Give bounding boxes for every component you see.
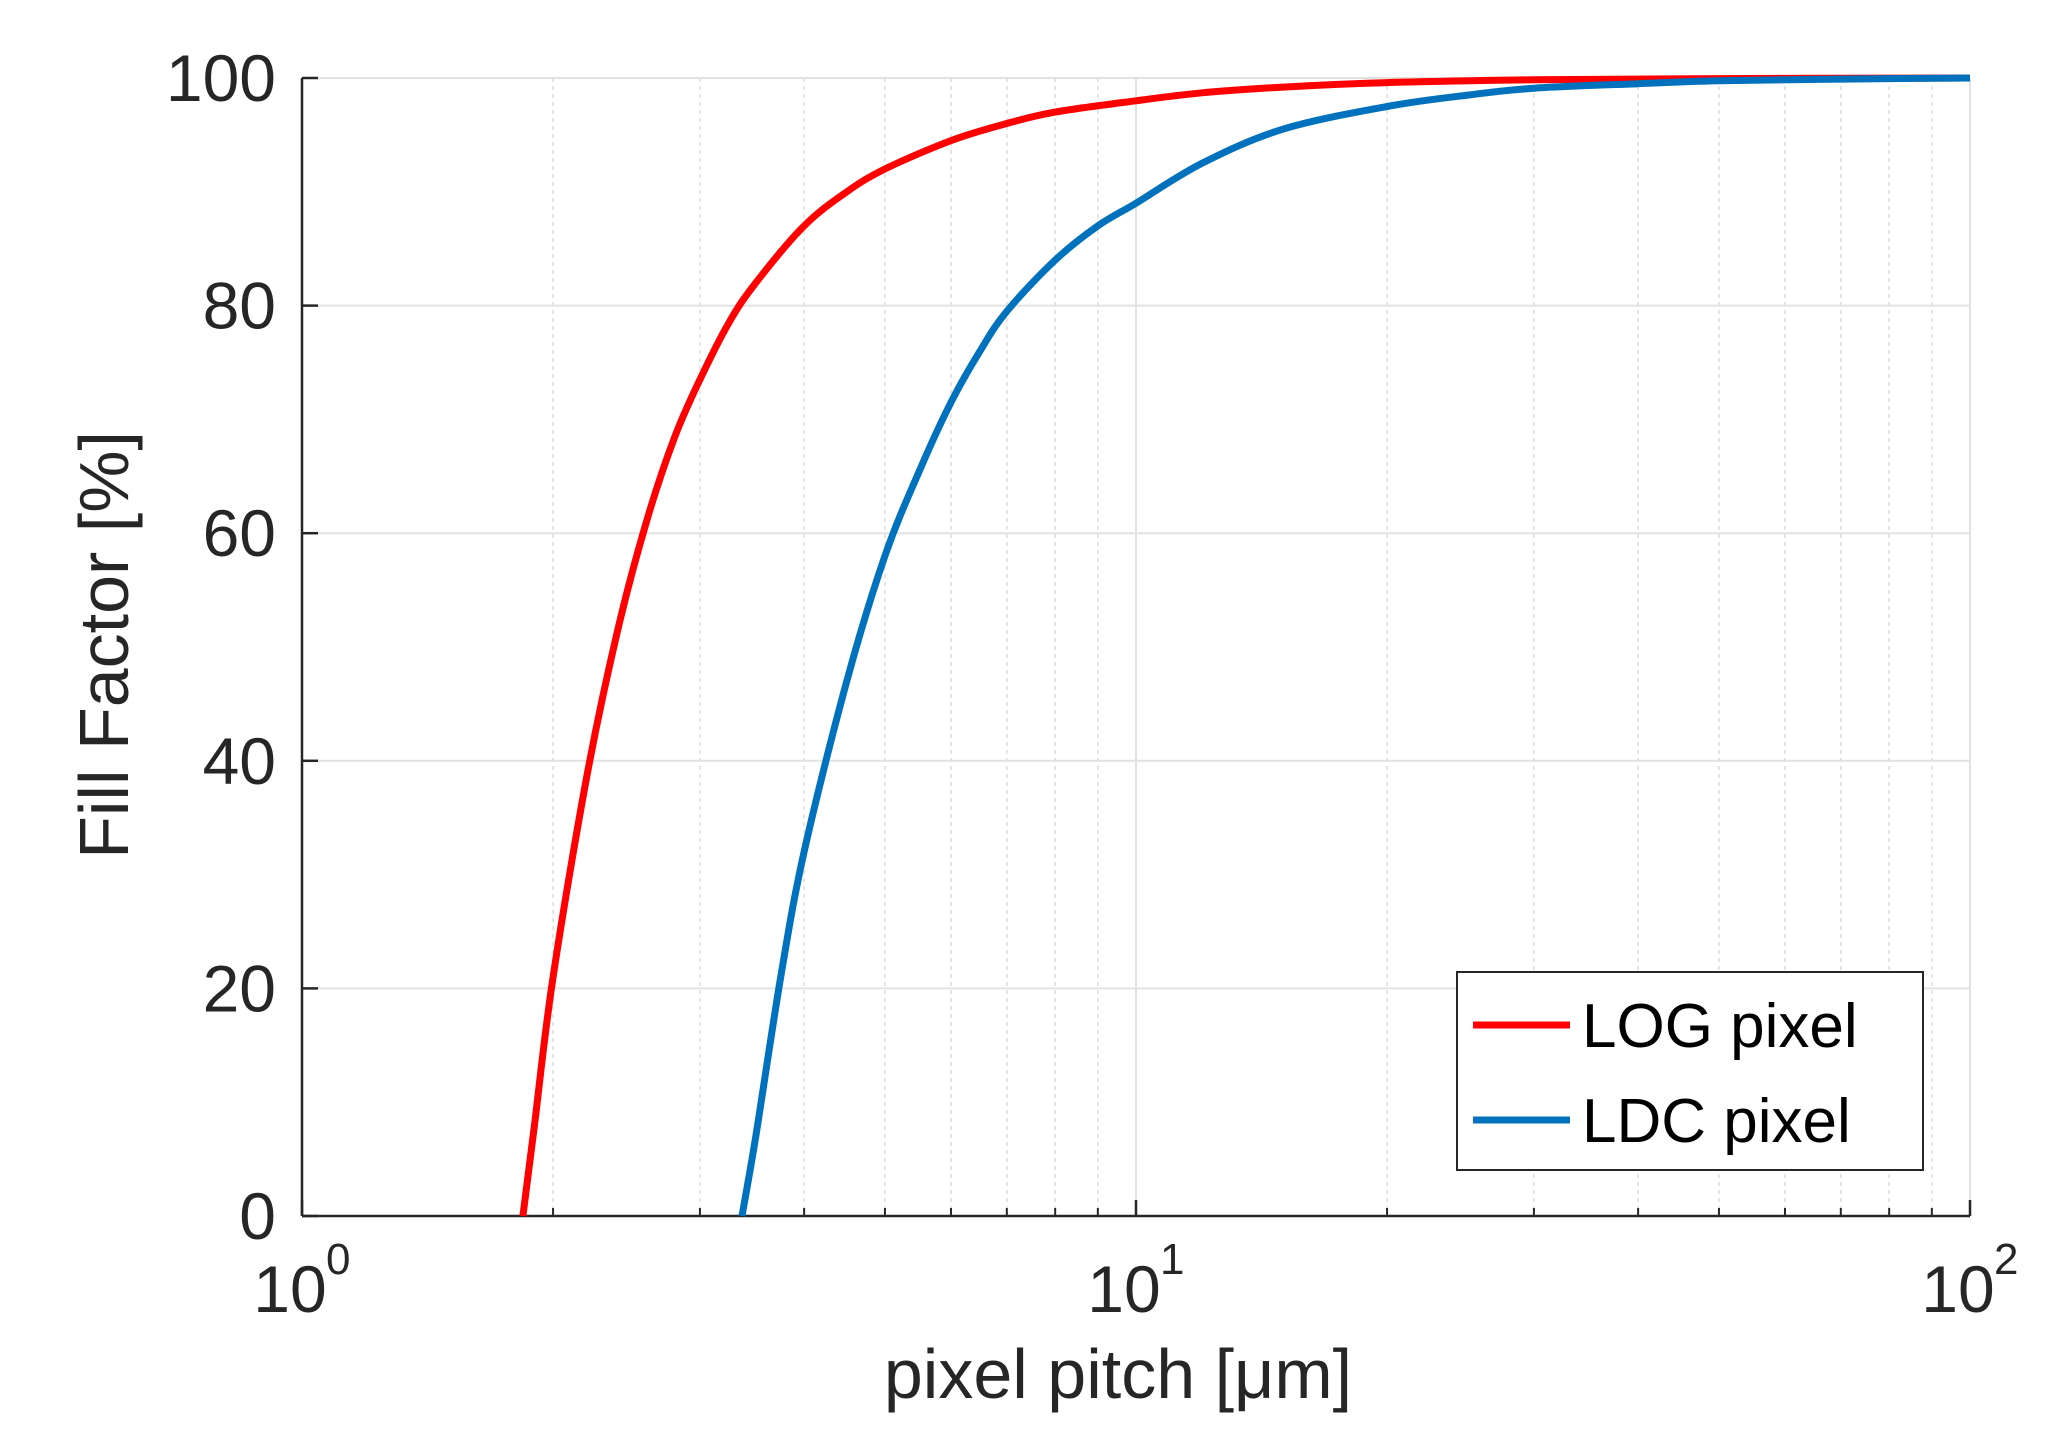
y-tick-label: 80	[203, 269, 276, 343]
series-line-log-pixel	[519, 74, 1971, 1217]
x-tick-label: 10	[1921, 1252, 1994, 1326]
y-tick-label: 20	[203, 951, 276, 1025]
x-tick-exponent: 0	[326, 1235, 350, 1284]
y-tick-label: 0	[239, 1179, 276, 1253]
legend-label-ldc: LDC pixel	[1582, 1087, 1851, 1156]
legend: LOG pixel LDC pixel	[1456, 971, 1924, 1171]
y-axis-label: Fill Factor [%]	[65, 431, 143, 859]
x-tick-label: 10	[253, 1252, 326, 1326]
y-tick-label: 40	[203, 724, 276, 798]
axes	[300, 76, 1972, 1218]
legend-box	[1456, 971, 1924, 1171]
series-line-ldc-pixel	[738, 74, 1971, 1217]
x-tick-exponent: 2	[1994, 1235, 2018, 1284]
x-tick-label: 10	[1087, 1252, 1160, 1326]
y-tick-label: 100	[166, 41, 276, 115]
x-tick-exponent: 1	[1160, 1235, 1184, 1284]
series-lines	[519, 74, 1971, 1217]
legend-label-log: LOG pixel	[1582, 992, 1858, 1061]
x-axis-label: pixel pitch [μm]	[884, 1335, 1352, 1413]
y-tick-label: 60	[203, 496, 276, 570]
